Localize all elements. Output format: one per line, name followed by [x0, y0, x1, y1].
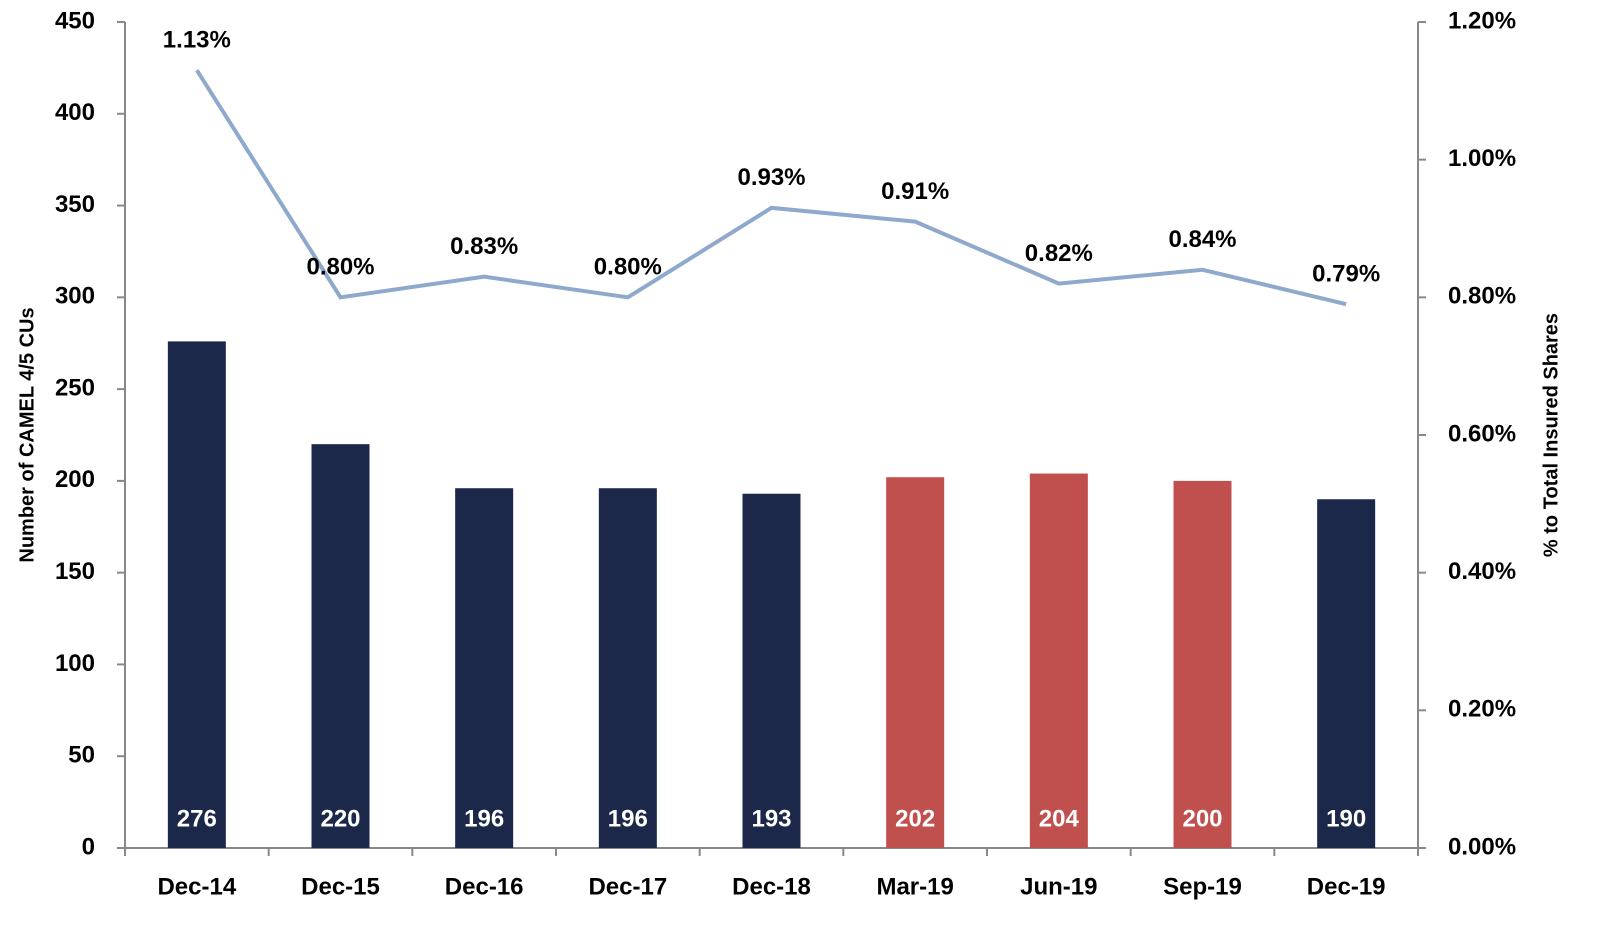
bar-value-label: 193 — [751, 805, 791, 832]
bar-value-label: 196 — [464, 805, 504, 832]
y2-tick-label: 0.40% — [1448, 558, 1516, 585]
bar — [886, 477, 945, 848]
y-tick-label: 400 — [55, 99, 95, 126]
y2-tick-label: 1.20% — [1448, 7, 1516, 34]
bar — [598, 488, 657, 848]
bar — [1029, 473, 1088, 848]
y2-tick-label: 1.00% — [1448, 145, 1516, 172]
bar — [167, 341, 226, 848]
y-tick-label: 100 — [55, 650, 95, 677]
y-tick-label: 350 — [55, 191, 95, 218]
bar-value-label: 196 — [608, 805, 648, 832]
bar — [742, 493, 801, 848]
line-value-label: 0.80% — [306, 254, 374, 281]
x-tick-label: Dec-14 — [157, 873, 236, 900]
bar — [311, 444, 370, 848]
bar-value-label: 200 — [1182, 805, 1222, 832]
line-value-label: 0.83% — [450, 233, 518, 260]
y-tick-label: 150 — [55, 558, 95, 585]
line-value-label: 0.79% — [1312, 261, 1380, 288]
line-value-label: 0.82% — [1025, 240, 1093, 267]
bar-value-label: 202 — [895, 805, 935, 832]
y-axis-title: Number of CAMEL 4/5 CUs — [16, 307, 38, 562]
y-tick-label: 450 — [55, 7, 95, 34]
line-value-label: 0.84% — [1168, 226, 1236, 253]
bar-value-label: 220 — [320, 805, 360, 832]
line-value-label: 0.80% — [594, 254, 662, 281]
bar-value-label: 276 — [177, 805, 217, 832]
x-tick-label: Dec-19 — [1307, 873, 1386, 900]
y2-tick-label: 0.80% — [1448, 283, 1516, 310]
line — [195, 69, 1347, 307]
bar — [1173, 480, 1232, 848]
x-tick-label: Dec-15 — [301, 873, 380, 900]
bar — [455, 488, 514, 848]
y2-tick-label: 0.60% — [1448, 420, 1516, 447]
x-tick-label: Sep-19 — [1163, 873, 1242, 900]
line-value-label: 0.91% — [881, 178, 949, 205]
x-tick-label: Mar-19 — [876, 873, 953, 900]
bar-value-label: 190 — [1326, 805, 1366, 832]
line-value-label: 1.13% — [163, 27, 231, 54]
line-value-label: 0.93% — [737, 164, 805, 191]
y-tick-label: 300 — [55, 283, 95, 310]
y2-tick-label: 0.00% — [1448, 833, 1516, 860]
y2-tick-label: 0.20% — [1448, 696, 1516, 723]
y-tick-label: 250 — [55, 374, 95, 401]
x-tick-label: Jun-19 — [1020, 873, 1097, 900]
bar — [1317, 499, 1376, 848]
x-tick-label: Dec-17 — [588, 873, 667, 900]
y2-axis-title: % to Total Insured Shares — [1540, 313, 1562, 557]
bar-value-label: 204 — [1039, 805, 1080, 832]
y-tick-label: 200 — [55, 466, 95, 493]
x-tick-label: Dec-18 — [732, 873, 811, 900]
y-tick-label: 0 — [82, 833, 95, 860]
x-tick-label: Dec-16 — [445, 873, 524, 900]
y-tick-label: 50 — [68, 742, 95, 769]
